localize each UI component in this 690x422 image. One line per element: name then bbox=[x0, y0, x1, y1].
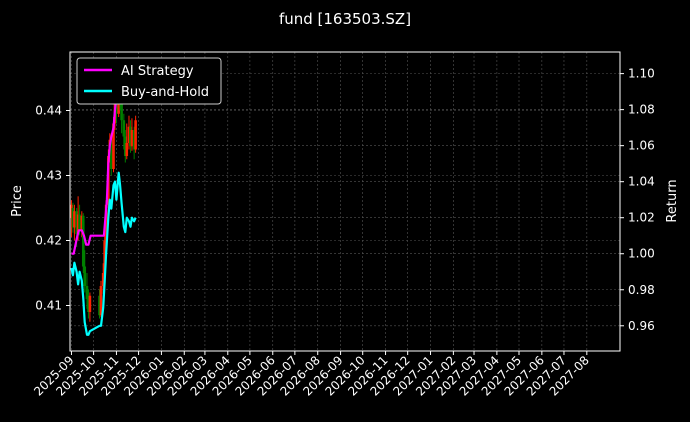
legend-label-buy-and-hold: Buy-and-Hold bbox=[121, 85, 209, 100]
candle-body bbox=[80, 215, 84, 231]
y-right-tick-label: 1.02 bbox=[628, 211, 655, 225]
candle-body bbox=[85, 286, 89, 299]
candle-body bbox=[112, 123, 115, 169]
y-right-tick-label: 1.04 bbox=[628, 175, 655, 189]
y-axis-right-label: Return bbox=[665, 179, 680, 222]
legend-box bbox=[76, 57, 222, 105]
candle-body bbox=[73, 211, 76, 228]
candle-body bbox=[115, 104, 118, 114]
candle-body bbox=[132, 130, 136, 150]
candle-body bbox=[129, 126, 132, 147]
y-left-tick-label: 0.42 bbox=[35, 234, 62, 248]
candle-body bbox=[88, 295, 92, 312]
candle-body bbox=[71, 208, 75, 228]
candle-body bbox=[130, 130, 134, 147]
y-left-tick-label: 0.41 bbox=[35, 299, 62, 313]
y-right-tick-label: 0.98 bbox=[628, 283, 655, 297]
legend: AI Strategy Buy-and-Hold bbox=[76, 57, 222, 105]
candle-body bbox=[125, 143, 129, 156]
legend-label-ai-strategy: AI Strategy bbox=[121, 64, 194, 79]
candle-body bbox=[75, 211, 78, 234]
y-left-tick-label: 0.43 bbox=[35, 169, 62, 183]
y-right-tick-label: 1.06 bbox=[628, 139, 655, 153]
candle-body bbox=[99, 286, 103, 316]
candle-body bbox=[103, 240, 106, 273]
candle-body bbox=[98, 295, 101, 316]
candle-body bbox=[101, 273, 105, 286]
plot-frame bbox=[69, 51, 621, 352]
series-line-buy-and-hold bbox=[70, 171, 137, 336]
candle-body bbox=[127, 126, 131, 143]
candle-body bbox=[76, 214, 80, 234]
y-right-tick-label: 1.10 bbox=[628, 67, 655, 81]
candle-body bbox=[83, 266, 87, 286]
y-right-tick-label: 0.96 bbox=[628, 319, 655, 333]
candle-body bbox=[120, 97, 123, 121]
candle-body bbox=[70, 204, 73, 218]
candle-body bbox=[81, 215, 85, 267]
y-axis-right: 0.96 0.98 1.00 1.02 1.04 1.06 1.08 1.10 bbox=[620, 67, 655, 333]
chart-title: fund [163503.SZ] bbox=[279, 10, 411, 28]
y-left-tick-label: 0.44 bbox=[35, 104, 62, 118]
candle-body bbox=[87, 299, 90, 312]
candle-body bbox=[122, 120, 126, 137]
candle-body bbox=[104, 204, 108, 241]
y-axis-left-label: Price bbox=[10, 185, 25, 217]
y-right-tick-label: 1.08 bbox=[628, 103, 655, 117]
y-axis-left: 0.41 0.42 0.43 0.44 bbox=[35, 104, 70, 313]
candle-body bbox=[123, 136, 127, 156]
candle-body bbox=[134, 120, 137, 150]
candle-body bbox=[78, 214, 81, 231]
y-right-tick-label: 1.00 bbox=[628, 247, 655, 261]
candle-body bbox=[109, 139, 113, 169]
